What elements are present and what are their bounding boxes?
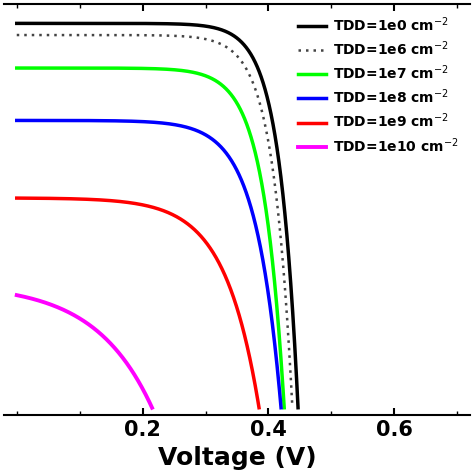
- TDD=1e0 cm$^{-2}$: [128, 20, 133, 26]
- TDD=1e6 cm$^{-2}$: [203, 36, 209, 42]
- TDD=1e10 cm$^{-2}$: [69, 311, 74, 317]
- TDD=1e10 cm$^{-2}$: [107, 340, 112, 346]
- TDD=1e0 cm$^{-2}$: [43, 20, 48, 26]
- Line: TDD=1e6 cm$^{-2}$: TDD=1e6 cm$^{-2}$: [17, 35, 292, 408]
- TDD=1e6 cm$^{-2}$: [234, 53, 239, 58]
- Line: TDD=1e0 cm$^{-2}$: TDD=1e0 cm$^{-2}$: [17, 23, 298, 408]
- TDD=1e10 cm$^{-2}$: [149, 405, 155, 410]
- TDD=1e10 cm$^{-2}$: [119, 355, 125, 360]
- TDD=1e8 cm$^{-2}$: [195, 128, 201, 134]
- TDD=1e6 cm$^{-2}$: [290, 405, 295, 410]
- Line: TDD=1e8 cm$^{-2}$: TDD=1e8 cm$^{-2}$: [17, 120, 281, 408]
- TDD=1e7 cm$^{-2}$: [282, 405, 287, 410]
- TDD=1e9 cm$^{-2}$: [203, 239, 209, 245]
- TDD=1e7 cm$^{-2}$: [122, 65, 128, 71]
- TDD=1e6 cm$^{-2}$: [42, 32, 48, 38]
- TDD=1e7 cm$^{-2}$: [41, 65, 47, 71]
- TDD=1e10 cm$^{-2}$: [73, 314, 79, 319]
- Legend: TDD=1e0 cm$^{-2}$, TDD=1e6 cm$^{-2}$, TDD=1e7 cm$^{-2}$, TDD=1e8 cm$^{-2}$, TDD=: TDD=1e0 cm$^{-2}$, TDD=1e6 cm$^{-2}$, TD…: [294, 11, 463, 159]
- TDD=1e6 cm$^{-2}$: [125, 32, 131, 38]
- TDD=1e9 cm$^{-2}$: [256, 405, 262, 410]
- TDD=1e10 cm$^{-2}$: [14, 292, 19, 298]
- TDD=1e10 cm$^{-2}$: [122, 357, 128, 363]
- TDD=1e8 cm$^{-2}$: [14, 118, 19, 123]
- Line: TDD=1e7 cm$^{-2}$: TDD=1e7 cm$^{-2}$: [17, 68, 284, 408]
- TDD=1e10 cm$^{-2}$: [27, 295, 33, 301]
- TDD=1e8 cm$^{-2}$: [41, 118, 46, 123]
- TDD=1e8 cm$^{-2}$: [130, 118, 136, 124]
- TDD=1e7 cm$^{-2}$: [14, 65, 19, 71]
- TDD=1e9 cm$^{-2}$: [120, 199, 126, 205]
- TDD=1e9 cm$^{-2}$: [14, 195, 19, 201]
- TDD=1e0 cm$^{-2}$: [295, 405, 301, 410]
- TDD=1e6 cm$^{-2}$: [135, 32, 141, 38]
- TDD=1e0 cm$^{-2}$: [238, 39, 244, 45]
- Line: TDD=1e10 cm$^{-2}$: TDD=1e10 cm$^{-2}$: [17, 295, 152, 408]
- TDD=1e9 cm$^{-2}$: [112, 198, 118, 204]
- TDD=1e7 cm$^{-2}$: [227, 91, 233, 96]
- TDD=1e8 cm$^{-2}$: [121, 118, 127, 124]
- TDD=1e9 cm$^{-2}$: [180, 218, 186, 224]
- TDD=1e9 cm$^{-2}$: [207, 245, 213, 251]
- TDD=1e8 cm$^{-2}$: [220, 146, 226, 152]
- TDD=1e0 cm$^{-2}$: [207, 24, 213, 30]
- TDD=1e7 cm$^{-2}$: [132, 65, 137, 71]
- TDD=1e8 cm$^{-2}$: [225, 152, 230, 158]
- TDD=1e7 cm$^{-2}$: [198, 71, 203, 77]
- TDD=1e0 cm$^{-2}$: [138, 21, 144, 27]
- TDD=1e8 cm$^{-2}$: [278, 405, 284, 410]
- TDD=1e9 cm$^{-2}$: [39, 195, 45, 201]
- TDD=1e6 cm$^{-2}$: [229, 48, 235, 54]
- Line: TDD=1e9 cm$^{-2}$: TDD=1e9 cm$^{-2}$: [17, 198, 259, 408]
- TDD=1e7 cm$^{-2}$: [222, 85, 228, 91]
- TDD=1e0 cm$^{-2}$: [233, 35, 239, 40]
- TDD=1e0 cm$^{-2}$: [14, 20, 19, 26]
- TDD=1e6 cm$^{-2}$: [14, 32, 19, 38]
- X-axis label: Voltage (V): Voltage (V): [158, 446, 316, 470]
